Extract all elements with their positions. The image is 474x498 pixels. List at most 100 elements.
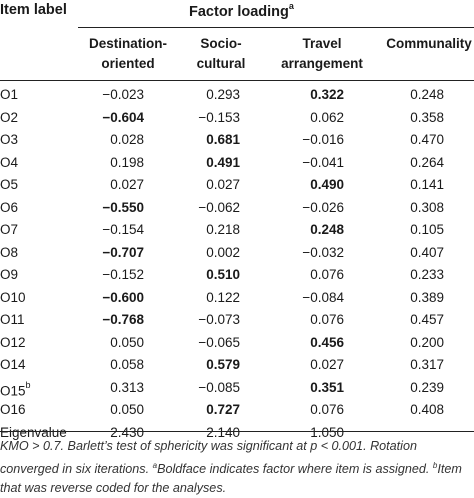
- table-cell: 0.028: [110, 132, 144, 147]
- table-row: O14 0.058 0.579 0.027 0.317: [0, 353, 474, 376]
- table-cell: 0.407: [410, 244, 444, 260]
- table-cell: 0.457: [410, 312, 444, 327]
- row-label-text: Eigenvalue: [0, 424, 67, 440]
- column-headers: Destination- oriented Socio- cultural Tr…: [0, 34, 474, 78]
- header-bottom-rule: [0, 80, 474, 81]
- table-cell: 0.389: [410, 289, 444, 305]
- column-header-travel-arrangement: Travel arrangement: [272, 34, 372, 74]
- row-label-text: O15: [0, 383, 26, 398]
- row-label-text: O16: [0, 402, 26, 417]
- footnote-text: converged in six iterations.: [0, 462, 153, 477]
- table-cell: 0.200: [410, 334, 444, 350]
- row-label: O11: [0, 308, 25, 331]
- row-label: O16: [0, 398, 26, 421]
- table-cell: 0.681: [206, 132, 240, 147]
- table-cell: −0.065: [198, 334, 240, 350]
- row-label: O4: [0, 151, 18, 174]
- column-header-line: arrangement: [281, 56, 363, 71]
- table-cell: 0.358: [410, 109, 444, 125]
- footnote-line-2: converged in six iterations. aBoldface i…: [0, 456, 474, 479]
- column-header-line: Destination-: [88, 36, 167, 51]
- table-cell: 2.140: [206, 424, 240, 440]
- table-row: O11 −0.768 −0.073 0.076 0.457: [0, 308, 474, 331]
- table-row: Eigenvalue 2.430 2.140 1.050: [0, 421, 474, 444]
- row-label-text: O7: [0, 222, 19, 237]
- table-cell: 0.579: [206, 357, 240, 372]
- table-cell: 0.248: [310, 222, 344, 237]
- row-label: O2: [0, 106, 18, 129]
- table-cell: 0.027: [110, 177, 144, 192]
- factor-loading-text: Factor loading: [189, 3, 289, 20]
- table-cell: 0.076: [310, 312, 344, 327]
- row-label: O5: [0, 173, 18, 196]
- table-cell: −0.023: [102, 87, 144, 102]
- row-label-text: O3: [0, 132, 19, 147]
- row-label: Eigenvalue: [0, 421, 67, 444]
- footnote-mark: b: [432, 461, 438, 470]
- table-cell: −0.152: [102, 267, 144, 282]
- table-row: O1 −0.023 0.293 0.322 0.248: [0, 83, 474, 106]
- table-cell: −0.604: [102, 109, 144, 125]
- table-cell: 0.351: [310, 379, 344, 395]
- table-cell: −0.026: [302, 199, 344, 215]
- table-cell: 0.141: [410, 177, 444, 192]
- row-label: O1: [0, 83, 18, 106]
- footnote-text: Item: [437, 462, 462, 477]
- column-header-socio-cultural: Socio- cultural: [190, 34, 252, 74]
- row-label: O3: [0, 128, 18, 151]
- row-label-text: O9: [0, 267, 19, 282]
- table-cell: 0.122: [206, 289, 240, 305]
- row-label: O15b: [0, 376, 31, 403]
- table-cell: 0.027: [310, 357, 344, 372]
- table-cell: 0.050: [110, 334, 144, 350]
- table-cell: −0.085: [198, 379, 240, 395]
- row-label-text: O1: [0, 87, 19, 102]
- table-cell: 0.264: [410, 154, 444, 170]
- table-row: O4 0.198 0.491 −0.041 0.264: [0, 151, 474, 174]
- table-cell: −0.032: [302, 244, 344, 260]
- table-cell: −0.153: [198, 109, 240, 125]
- table-cell: 2.430: [110, 424, 144, 440]
- table-cell: 0.105: [410, 222, 444, 237]
- table-cell: −0.768: [102, 312, 144, 327]
- table-row: O5 0.027 0.027 0.490 0.141: [0, 173, 474, 196]
- table-cell: 0.198: [110, 154, 144, 170]
- row-label-text: O4: [0, 154, 19, 170]
- footnote-mark: a: [152, 461, 158, 470]
- table-cell: 0.027: [206, 177, 240, 192]
- item-label-header: Item label: [0, 2, 67, 18]
- table-cell: −0.073: [198, 312, 240, 327]
- table-row: O12 0.050 −0.065 0.456 0.200: [0, 331, 474, 354]
- table-cell: 0.233: [410, 267, 444, 282]
- table-cell: 0.293: [206, 87, 240, 102]
- table-cell: −0.016: [302, 132, 344, 147]
- row-label: O9: [0, 263, 18, 286]
- column-header-line: Travel: [302, 36, 342, 51]
- table-row: O15b 0.313 −0.085 0.351 0.239: [0, 376, 474, 399]
- table-row: O7 −0.154 0.218 0.248 0.105: [0, 218, 474, 241]
- column-header-line: oriented: [101, 56, 155, 71]
- table-cell: 0.490: [310, 177, 344, 192]
- table-cell: 0.076: [310, 402, 344, 417]
- table-row: O10 −0.600 0.122 −0.084 0.389: [0, 286, 474, 309]
- footnote-line-3: that was reverse coded for the analyses.: [0, 481, 227, 496]
- table-row: O8 −0.707 0.002 −0.032 0.407: [0, 241, 474, 264]
- row-label-text: O10: [0, 289, 26, 305]
- table-cell: −0.084: [302, 289, 344, 305]
- row-label-text: O5: [0, 177, 19, 192]
- table-cell: 0.491: [206, 154, 240, 170]
- table-row: O3 0.028 0.681 −0.016 0.470: [0, 128, 474, 151]
- table-cell: 0.317: [410, 357, 444, 372]
- table-cell: 0.248: [410, 87, 444, 102]
- footnote-line-1: KMO > 0.7. Barlett’s test of sphericity …: [0, 439, 417, 453]
- row-label-text: O11: [0, 312, 25, 327]
- row-label-text: O12: [0, 334, 26, 350]
- column-header-destination-oriented: Destination- oriented: [82, 34, 174, 74]
- row-label-text: O6: [0, 199, 19, 215]
- table-cell: 0.058: [110, 357, 144, 372]
- table-row: O2 −0.604 −0.153 0.062 0.358: [0, 106, 474, 129]
- column-header-line: Socio-: [200, 36, 242, 51]
- table-cell: −0.154: [102, 222, 144, 237]
- table-cell: 0.322: [310, 87, 344, 102]
- table-cell: 0.510: [206, 267, 240, 282]
